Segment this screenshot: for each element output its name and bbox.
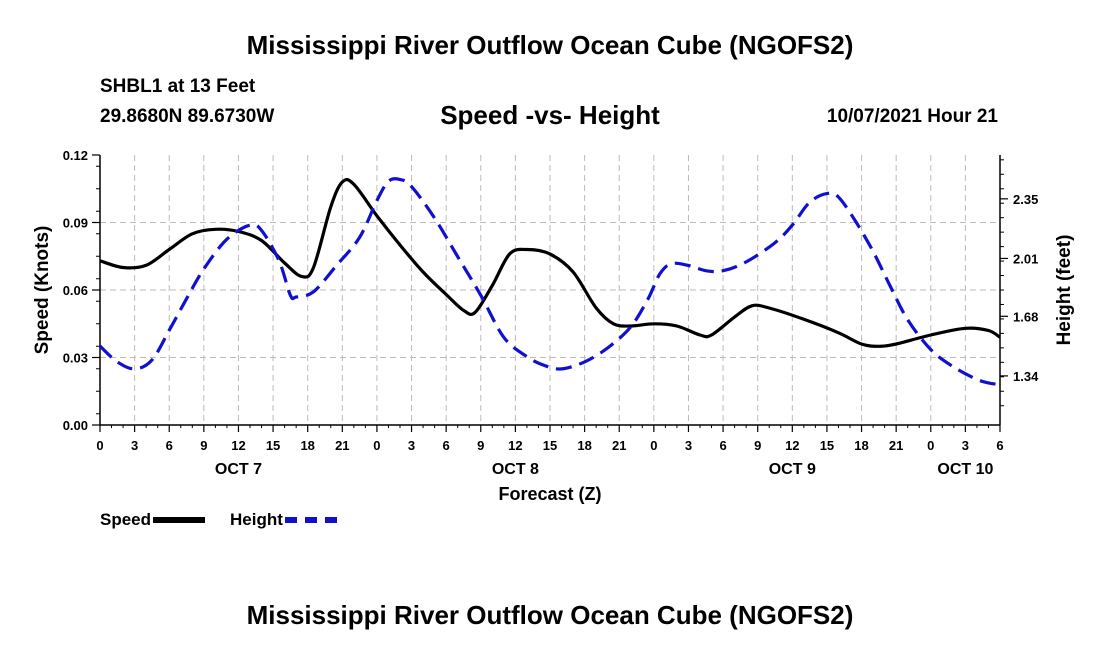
x-tick-label: 6 [719,438,726,453]
x-tick-label: 3 [131,438,138,453]
x-tick-label: 15 [543,438,557,453]
x-axis-title: Forecast (Z) [498,484,601,504]
x-tick-label: 18 [854,438,868,453]
x-tick-label: 18 [577,438,591,453]
x-tick-label: 6 [443,438,450,453]
y-axis-title: Speed (Knots) [32,226,53,355]
y2-tick-label: 2.01 [1013,251,1038,266]
x-tick-label: 15 [266,438,280,453]
x-tick-label: 6 [166,438,173,453]
legend-height: Height [230,509,337,531]
y2-tick-label: 1.68 [1013,309,1038,324]
y2-tick-label: 2.35 [1013,192,1038,207]
day-label: OCT 7 [215,461,262,478]
legend-speed-line-swatch [153,517,206,523]
legend-height-line-swatch [284,517,337,523]
day-label: OCT 10 [937,461,993,478]
x-tick-label: 3 [962,438,969,453]
legend-speed: Speed [100,509,206,531]
y-tick-label: 0.06 [63,283,88,298]
x-tick-label: 0 [650,438,657,453]
forecast-datetime: 10/07/2021 Hour 21 [826,106,998,127]
x-tick-label: 0 [373,438,380,453]
legend-height-label: Height [230,510,283,529]
x-tick-label: 12 [508,438,522,453]
title-top: Mississippi River Outflow Ocean Cube (NG… [246,30,854,60]
x-tick-label: 21 [612,438,626,453]
x-tick-label: 18 [300,438,314,453]
y-tick-label: 0.00 [63,418,88,433]
x-tick-label: 21 [335,438,349,453]
title-bottom: Mississippi River Outflow Ocean Cube (NG… [246,600,854,630]
y-tick-label: 0.03 [63,351,88,366]
x-tick-label: 0 [96,438,103,453]
x-tick-label: 12 [785,438,799,453]
x-tick-label: 3 [408,438,415,453]
station-name: SHBL1 at 13 Feet [100,76,256,97]
station-coordinates: 29.8680N 89.6730W [100,106,275,127]
y2-tick-label: 1.34 [1013,369,1039,384]
day-label: OCT 8 [492,461,539,478]
x-tick-label: 9 [200,438,207,453]
height-series-line [98,177,1001,387]
speed-series-line [99,177,1001,348]
chart-subtitle: Speed -vs- Height [440,100,660,130]
x-tick-label: 0 [927,438,934,453]
day-label: OCT 9 [769,461,816,478]
legend-speed-label: Speed [100,510,152,529]
x-tick-label: 12 [231,438,245,453]
y2-axis-title: Height (feet) [1054,235,1075,346]
y-tick-label: 0.12 [63,148,88,163]
y-tick-label: 0.09 [63,216,88,231]
x-tick-label: 21 [889,438,903,453]
x-tick-label: 3 [685,438,692,453]
x-tick-label: 9 [754,438,761,453]
x-tick-label: 6 [996,438,1003,453]
x-tick-label: 9 [477,438,484,453]
x-tick-label: 15 [820,438,834,453]
